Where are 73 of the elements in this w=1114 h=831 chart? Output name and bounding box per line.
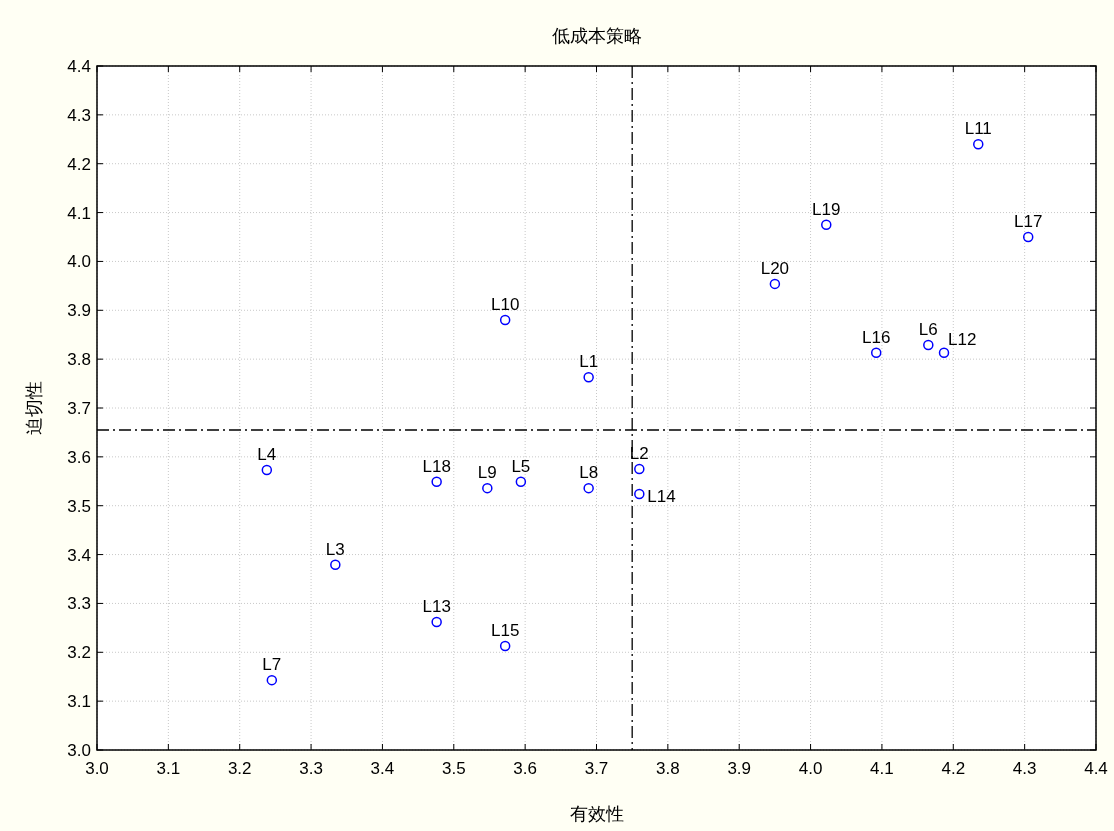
- point: [583, 371, 594, 383]
- annotation: L18: [422, 456, 451, 476]
- annotation: L11: [964, 119, 992, 139]
- y-tick-label: 3.0: [67, 741, 91, 760]
- x-tick-label: 3.7: [584, 759, 609, 778]
- point: [634, 488, 645, 500]
- point: [583, 482, 594, 494]
- point: [870, 347, 882, 359]
- y-tick-label: 4.0: [67, 252, 91, 272]
- annotation: L10: [490, 295, 520, 315]
- y-tick-label: 4.2: [67, 154, 91, 174]
- annotation: L20: [760, 258, 790, 278]
- point: [923, 339, 934, 351]
- annotation: L1: [579, 352, 599, 372]
- point: [431, 616, 442, 628]
- annotation: L8: [579, 463, 599, 483]
- point: [266, 674, 278, 686]
- x-tick-label: 3.4: [370, 759, 395, 778]
- annotation: L13: [422, 596, 451, 616]
- point: [821, 219, 832, 231]
- x-tick-label: 4.4: [1084, 759, 1108, 778]
- y-tick-label: 3.9: [67, 301, 91, 321]
- y-tick-label: 4.1: [67, 203, 91, 223]
- annotation: L19: [812, 199, 841, 219]
- x-tick-label: 3.5: [441, 759, 466, 778]
- point: [499, 314, 511, 326]
- annotation: L14: [647, 486, 676, 506]
- y-tick-label: 4.4: [67, 57, 91, 76]
- y-tick-label: 4.3: [67, 105, 91, 125]
- y-tick-label: 3.2: [67, 643, 91, 663]
- annotation: L9: [477, 463, 497, 483]
- point: [634, 463, 645, 475]
- x-tick-label: 3.8: [656, 759, 680, 778]
- annotation: L15: [490, 620, 520, 640]
- chart-title: 低成本策略: [551, 25, 642, 46]
- x-tick-label: 3.9: [727, 759, 752, 778]
- annotation: L4: [257, 445, 277, 465]
- y-tick-label: 3.1: [67, 692, 91, 712]
- y-tick-label: 3.8: [67, 350, 91, 370]
- x-tick-label: 3.2: [227, 759, 252, 778]
- x-axis-title: 有效性: [569, 803, 624, 824]
- x-tick-label: 3.0: [85, 759, 109, 778]
- y-tick-label: 3.3: [67, 594, 91, 614]
- point: [1022, 231, 1034, 243]
- y-tick-label: 3.6: [67, 447, 91, 467]
- point: [973, 138, 984, 150]
- point: [482, 482, 493, 494]
- annotation: L3: [325, 539, 345, 559]
- annotation: L5: [511, 456, 531, 476]
- x-tick-label: 3.3: [299, 759, 323, 778]
- x-tick-label: 4.2: [941, 759, 966, 778]
- point: [769, 278, 781, 290]
- annotation: L7: [262, 655, 282, 675]
- y-tick-label: 3.7: [67, 399, 91, 418]
- annotation: L16: [862, 327, 891, 347]
- point: [515, 476, 527, 488]
- point: [330, 559, 341, 571]
- x-tick-label: 4.1: [870, 759, 894, 778]
- annotation: L17: [1014, 212, 1043, 231]
- point: [431, 476, 442, 488]
- point: [938, 347, 950, 359]
- x-tick-label: 4.3: [1012, 759, 1037, 778]
- y-tick-label: 3.5: [67, 496, 91, 516]
- y-tick-label: 3.4: [67, 545, 91, 565]
- point: [261, 464, 273, 476]
- x-tick-label: 3.1: [156, 759, 181, 778]
- x-tick-label: 3.6: [513, 759, 537, 778]
- point: [499, 640, 511, 652]
- annotation: L12: [948, 329, 977, 349]
- x-tick-label: 4.0: [798, 759, 823, 778]
- annotation: L2: [629, 444, 649, 464]
- annotation: L6: [918, 319, 938, 339]
- y-axis-title: 迫切性: [23, 381, 44, 435]
